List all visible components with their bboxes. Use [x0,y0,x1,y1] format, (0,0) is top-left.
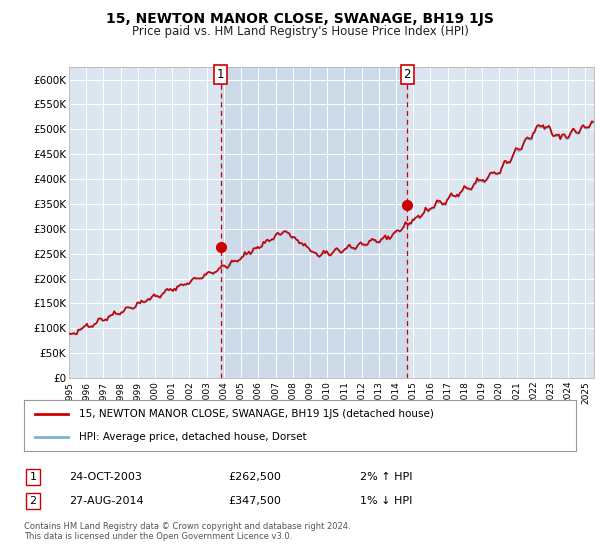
Text: Contains HM Land Registry data © Crown copyright and database right 2024.
This d: Contains HM Land Registry data © Crown c… [24,522,350,542]
Text: 2: 2 [29,496,37,506]
Bar [221,67,407,378]
Text: 27-AUG-2014: 27-AUG-2014 [69,496,143,506]
Text: £262,500: £262,500 [228,472,281,482]
Text: 15, NEWTON MANOR CLOSE, SWANAGE, BH19 1JS: 15, NEWTON MANOR CLOSE, SWANAGE, BH19 1J… [106,12,494,26]
Text: 1% ↓ HPI: 1% ↓ HPI [360,496,412,506]
Text: £347,500: £347,500 [228,496,281,506]
Text: 2: 2 [403,68,411,81]
Text: 1: 1 [29,472,37,482]
Text: 15, NEWTON MANOR CLOSE, SWANAGE, BH19 1JS (detached house): 15, NEWTON MANOR CLOSE, SWANAGE, BH19 1J… [79,409,434,419]
Text: 1: 1 [217,68,224,81]
Text: 24-OCT-2003: 24-OCT-2003 [69,472,142,482]
Text: Price paid vs. HM Land Registry's House Price Index (HPI): Price paid vs. HM Land Registry's House … [131,25,469,38]
Text: HPI: Average price, detached house, Dorset: HPI: Average price, detached house, Dors… [79,432,307,442]
Text: 2% ↑ HPI: 2% ↑ HPI [360,472,413,482]
